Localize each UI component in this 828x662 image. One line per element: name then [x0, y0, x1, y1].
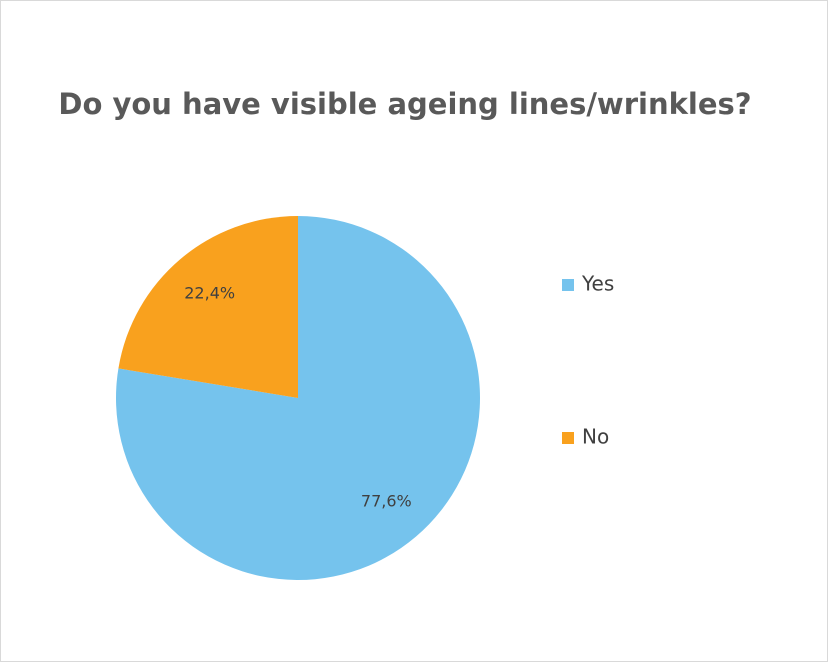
- legend-label: Yes: [581, 272, 614, 296]
- legend-label: No: [582, 425, 609, 449]
- chart-title: Do you have visible ageing lines/wrinkle…: [58, 87, 751, 121]
- legend-swatch: [562, 432, 574, 444]
- legend-swatch: [562, 279, 574, 291]
- data-label: 22,4%: [184, 283, 235, 302]
- data-label: 77,6%: [361, 492, 412, 511]
- pie-slice: [116, 216, 481, 581]
- pie-slice: [118, 216, 298, 398]
